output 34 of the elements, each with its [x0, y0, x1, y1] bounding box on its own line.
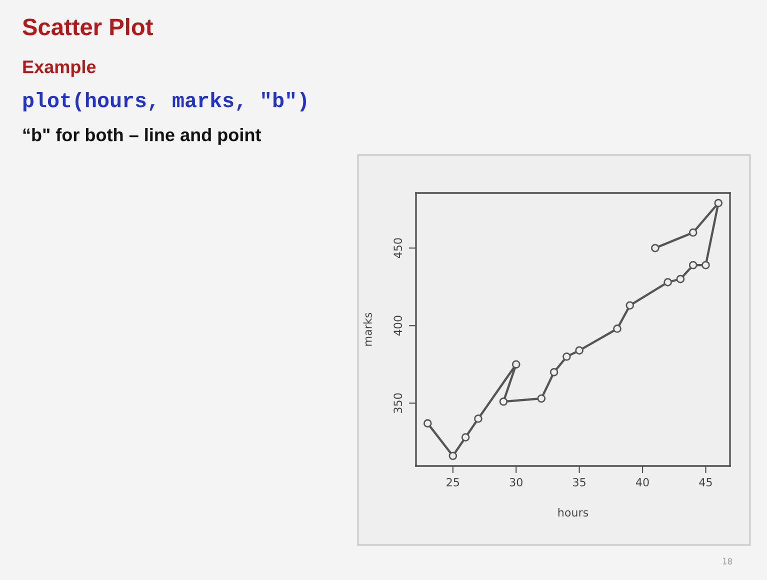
point [499, 397, 508, 406]
x-tick-label: 30 [510, 478, 522, 486]
x-axis-title: hours [558, 508, 588, 517]
point [423, 419, 432, 428]
point [550, 368, 558, 376]
y-tick-label: 350 [394, 393, 402, 413]
point [651, 244, 660, 252]
text: “b" for both – line and point [23, 128, 262, 145]
point [676, 274, 685, 284]
text: Scatter Plot [22, 18, 153, 36]
point [448, 452, 458, 460]
point [562, 352, 571, 361]
text: Example [23, 60, 96, 77]
point [613, 324, 622, 333]
point [461, 433, 470, 442]
point [512, 360, 520, 369]
point [688, 260, 698, 270]
x-tick-label: 35 [573, 478, 586, 486]
x-tick-label: 45 [699, 478, 712, 486]
y-tick-label: 400 [394, 316, 402, 336]
point [714, 198, 723, 208]
point [575, 346, 584, 355]
point [537, 394, 546, 403]
y-axis-title: marks [363, 312, 372, 346]
point [688, 228, 698, 237]
point [626, 301, 634, 310]
x-tick-label: 40 [636, 478, 649, 486]
point [474, 414, 482, 423]
y-tick-label: 450 [394, 238, 402, 258]
point [664, 278, 672, 286]
text: plot(hours, marks, "b") [23, 92, 306, 112]
x-tick-label: 25 [446, 478, 460, 486]
point [702, 260, 710, 270]
text: 18 [722, 558, 732, 564]
